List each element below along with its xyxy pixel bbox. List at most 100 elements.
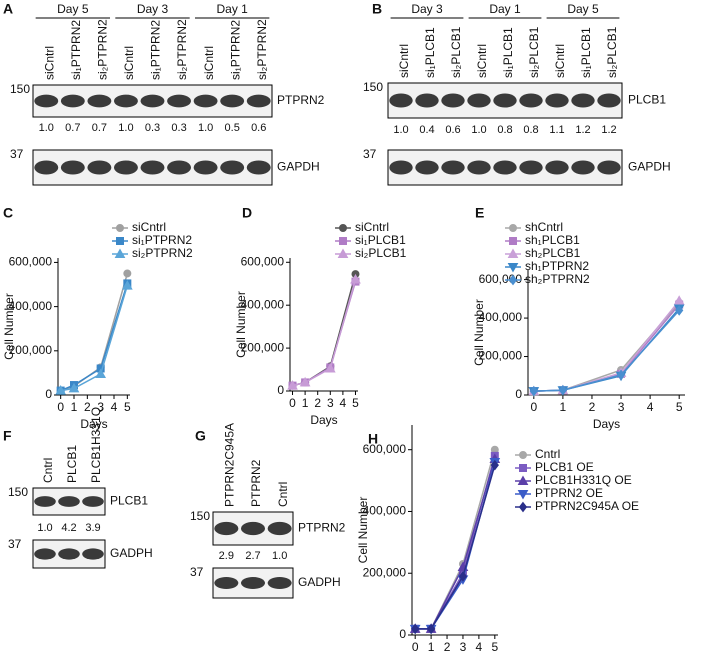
band <box>267 577 292 589</box>
lane-label: siCntrl <box>475 44 489 78</box>
x-tick-label: 0 <box>530 400 537 414</box>
lane-label: PLCB1 <box>65 445 79 483</box>
x-tick-label: 3 <box>618 400 625 414</box>
lane-label: Cntrl <box>276 482 290 507</box>
quant: 1.0 <box>39 122 54 134</box>
quant: 0.3 <box>145 122 160 134</box>
band <box>214 577 239 589</box>
point <box>123 269 132 278</box>
quant: 0.8 <box>523 124 538 136</box>
band <box>441 160 465 175</box>
lane-label: PTPRN2 <box>249 459 263 507</box>
group-label: Day 3 <box>411 2 443 16</box>
y-tick-label: 400,000 <box>479 310 523 324</box>
point <box>558 384 568 396</box>
point <box>675 305 684 316</box>
band <box>87 160 112 175</box>
y-tick-label: 200,000 <box>479 349 523 363</box>
legend-marker <box>509 237 517 245</box>
series-line <box>533 309 680 392</box>
point <box>55 385 67 395</box>
point <box>616 369 626 381</box>
point <box>121 280 133 290</box>
y-tick-label: 600,000 <box>241 254 285 268</box>
band <box>214 521 239 536</box>
legend-label: PTPRN2C945A OE <box>535 499 639 513</box>
mw-marker: 37 <box>363 147 377 161</box>
quant: 2.7 <box>245 550 260 562</box>
band <box>441 93 465 108</box>
x-tick-label: 5 <box>124 400 131 414</box>
lane-label: si₁PLCB1 <box>501 27 515 78</box>
band <box>467 93 491 108</box>
panel-letter: H <box>368 431 378 447</box>
band <box>58 548 80 560</box>
x-tick-label: 4 <box>476 640 483 651</box>
band <box>167 94 192 108</box>
panel-letter: B <box>372 1 382 17</box>
band <box>60 160 85 175</box>
legend-marker <box>519 464 527 472</box>
point <box>490 459 499 471</box>
quant: 0.6 <box>251 122 266 134</box>
series-line <box>415 464 496 630</box>
lane-label: PLCB1H331Q <box>89 407 103 483</box>
x-tick-label: 5 <box>352 396 359 410</box>
band <box>597 93 621 108</box>
band <box>389 93 413 108</box>
band <box>34 496 56 507</box>
y-tick-label: 400,000 <box>241 297 285 311</box>
lane-label: si₂PLCB1 <box>527 26 541 78</box>
quant: 0.3 <box>171 122 186 134</box>
x-tick-label: 1 <box>71 400 78 414</box>
group-label: Day 1 <box>216 2 248 16</box>
legend-label: siCntrl <box>355 220 389 234</box>
quant: 0.7 <box>92 122 107 134</box>
group-label: Day 3 <box>137 2 169 16</box>
panel-letter: D <box>242 205 252 221</box>
legend-label: sh₂PLCB1 <box>525 246 581 260</box>
x-tick-label: 5 <box>676 400 683 414</box>
quant: 4.2 <box>61 522 76 534</box>
y-tick-label: 400,000 <box>363 504 407 518</box>
band <box>34 94 59 108</box>
lane-label: si₁PTPRN2 <box>228 20 242 80</box>
group-label: Day 5 <box>567 2 599 16</box>
lane-label: siCntrl <box>42 46 56 80</box>
protein-label: PLCB1 <box>110 494 148 508</box>
group-label: Day 5 <box>57 2 89 16</box>
lane-label: si₂PLCB1 <box>605 26 619 78</box>
protein-label: PTPRN2 <box>298 521 346 535</box>
y-tick-label: 200,000 <box>363 565 407 579</box>
quant: 1.0 <box>118 122 133 134</box>
series-line <box>415 461 496 630</box>
mw-marker: 37 <box>8 537 22 551</box>
y-axis-label: Cell Number <box>472 299 486 366</box>
band <box>415 93 439 108</box>
legend-label: PLCB1H331Q OE <box>535 473 632 487</box>
series-line <box>415 449 496 630</box>
protein-label: PTPRN2 <box>277 93 325 107</box>
band <box>167 160 192 175</box>
legend-label: siCntrl <box>132 220 166 234</box>
protein-label: PLCB1 <box>628 93 666 107</box>
x-axis-label: Days <box>593 417 620 431</box>
mw-marker: 150 <box>8 485 28 499</box>
lane-label: si₂PTPRN2 <box>255 19 269 80</box>
band <box>571 160 595 175</box>
panel-letter: E <box>475 205 484 221</box>
x-axis-label: Days <box>80 417 107 431</box>
quant: 1.0 <box>272 550 287 562</box>
legend-label: si₂PTPRN2 <box>132 246 193 260</box>
band <box>220 160 245 175</box>
x-tick-label: 1 <box>428 640 435 651</box>
band <box>519 160 543 175</box>
legend-marker <box>519 451 527 459</box>
legend-marker <box>114 248 126 258</box>
legend-marker <box>507 248 519 258</box>
panel-letter: C <box>3 205 13 221</box>
mw-marker: 150 <box>10 82 30 96</box>
x-axis-label: Days <box>310 413 337 427</box>
